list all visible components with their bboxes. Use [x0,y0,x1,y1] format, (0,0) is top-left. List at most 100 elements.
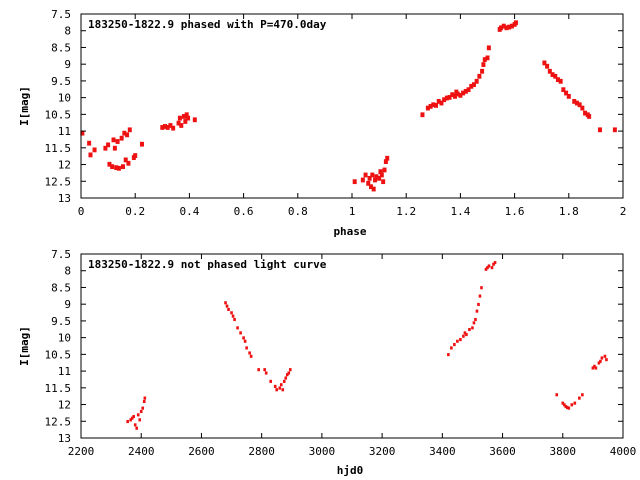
phased-plot-data-point [139,141,144,147]
phased-plot-data-point [192,117,197,123]
phased-plot: 0 0.2 0.4 0.6 0.8 1 1.2 1.4 1.6 1.8 2 7.5 8 8.5 9 9.5 10… [18,8,626,238]
phased-plot-y-tick-label: 10.5 [45,108,72,121]
phased-plot-data-point [550,72,555,78]
unphased-plot-y-tick-label: 8.5 [51,281,71,294]
unphased-plot-data-point [263,368,266,372]
phased-plot-data-point [482,57,487,62]
phased-plot-data-point [378,169,383,175]
unphased-plot-data-point [129,418,132,422]
unphased-plot-data-point [224,301,227,305]
unphased-plot-data-point [231,314,235,318]
phased-plot-data-point [179,123,184,128]
unphased-plot-data-point [278,386,282,390]
unphased-plot-data-point [591,366,595,370]
phased-plot-y-tick-label: 13 [58,192,71,205]
unphased-plot-data-point [126,419,129,424]
unphased-plot-data-point [561,401,565,405]
phased-plot-data-point [587,114,592,119]
phased-plot-x-tick-label: 0 [78,205,85,218]
unphased-plot-data-point [282,379,286,383]
unphased-plot-data-point [567,406,571,410]
phased-plot-y-tick-label: 9 [64,58,71,71]
unphased-plot-data-point [492,262,495,266]
unphased-plot-data-point [227,307,230,312]
unphased-plot-data-point [450,346,453,350]
unphased-plot-data-point [249,354,253,358]
phased-plot-data-point [181,114,186,119]
unphased-plot-y-tick-label: 10.5 [45,348,72,361]
phased-plot-data-point [122,130,127,136]
unphased-plot-data-point [139,409,143,414]
phased-plot-data-point [88,152,93,158]
unphased-plot: 2200 2400 2600 2800 3000 3200 3400 3600 3800 4000… [18,248,636,477]
unphased-plot-data-point [593,364,596,368]
unphased-plot-data-point [493,261,497,265]
phased-plot-data-point [382,167,387,173]
phased-plot-data-point [447,94,452,100]
unphased-plot-data-point [480,286,483,290]
phased-plot-x-tick-label: 0.2 [125,205,145,218]
unphased-plot-x-tick-label: 3400 [429,445,456,458]
phased-plot-x-tick-label: 1 [349,205,356,218]
phased-plot-data-point [420,112,425,118]
unphased-plot-data-point [487,264,491,268]
unphased-plot-data-point [463,331,467,335]
unphased-plot-data-point [142,399,146,404]
phased-plot-data-point [87,140,92,146]
phased-plot-data-point [379,172,384,178]
unphased-plot-frame [80,253,624,439]
phased-plot-data-point [509,23,514,29]
phased-plot-y-tick-label: 7.5 [51,8,71,21]
unphased-plot-y-tick-label: 12 [58,399,71,412]
unphased-plot-data-point [456,339,459,343]
unphased-plot-x-tick-label: 2800 [248,445,275,458]
phased-plot-data-point [485,55,490,61]
unphased-plot-data-point [605,358,608,362]
phased-plot-data-point [577,102,582,108]
unphased-plot-points [126,261,608,430]
phased-plot-data-point [165,125,170,130]
unphased-plot-data-point [236,326,239,330]
unphased-plot-x-tick-label: 3600 [489,445,516,458]
unphased-plot-data-point [486,266,489,270]
unphased-plot-data-point [135,426,139,430]
phased-plot-data-point [123,157,128,163]
unphased-plot-data-point [468,327,471,332]
phased-plot-data-point [545,63,550,69]
unphased-plot-data-point [564,404,568,409]
phased-plot-data-point [477,73,482,79]
unphased-plot-data-point [490,266,494,270]
phased-plot-data-point [466,87,471,93]
phased-plot-data-point [385,155,390,161]
unphased-plot-y-tick-label: 9.5 [51,315,71,328]
unphased-plot-data-point [273,384,277,388]
unphased-plot-data-point [573,401,577,405]
unphased-plot-data-point [600,356,604,360]
phased-plot-y-tick-label: 8.5 [51,41,71,54]
unphased-plot-data-point [239,331,242,335]
phased-plot-y-tick-label: 8 [64,25,71,38]
phased-plot-data-point [160,125,165,130]
phased-plot-data-point [471,82,476,88]
unphased-plot-data-point [594,366,598,370]
unphased-plot-data-point [230,311,233,315]
unphased-plot-data-point [264,371,268,375]
phased-plot-x-tick-label: 2 [620,205,627,218]
unphased-plot-data-point [245,346,248,350]
phased-plot-data-point [436,98,441,104]
phased-plot-x-tick-label: 1.4 [450,205,470,218]
phased-plot-y-tick-label: 10 [58,92,71,105]
phased-plot-data-point [442,97,447,103]
unphased-plot-data-point [478,294,482,298]
phased-plot-data-point [168,123,173,128]
phased-plot-data-point [80,130,85,136]
phased-plot-y-tick-label: 12 [58,159,71,172]
phased-plot-data-point [474,78,479,84]
unphased-plot-data-point [581,393,584,397]
phased-plot-data-point [555,77,560,83]
phased-plot-data-point [553,73,558,79]
unphased-plot-data-point [465,332,468,337]
unphased-plot-ticks: 2200 2400 2600 2800 3000 3200 3400 3600 3800 4000… [45,248,637,458]
